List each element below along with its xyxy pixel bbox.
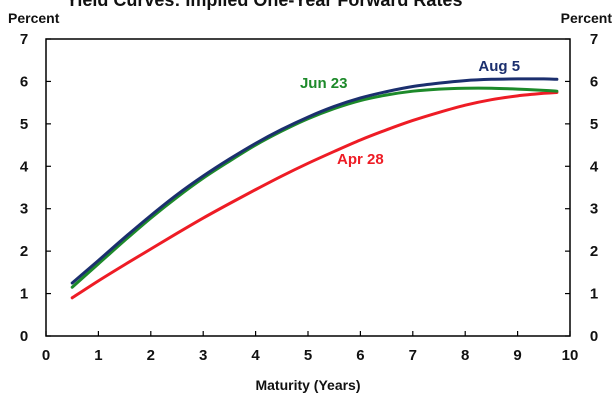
axis-ticks: 0 1 2 3 4 5 6 7 8 9 100 01 12 23 34 45 56 67 7	[20, 31, 599, 364]
y-tick-label-right: 2	[590, 243, 598, 260]
chart-title: Yield Curves: Implied One-Year Forward R…	[66, 0, 462, 10]
y-tick-label-right: 0	[590, 328, 598, 345]
series-line-apr-28	[70, 90, 559, 300]
y-tick-label-right: 6	[590, 73, 598, 90]
series-label-jun-23: Jun 23	[300, 75, 348, 92]
y-tick-label-left: 0	[20, 328, 28, 345]
y-axis-unit-right: Percent	[561, 10, 613, 26]
y-tick-label-left: 7	[20, 31, 28, 48]
y-tick-label-right: 3	[590, 201, 598, 218]
series-label-aug-5: Aug 5	[478, 58, 520, 75]
x-tick-label: 5	[304, 347, 312, 364]
x-axis-title: Maturity (Years)	[255, 377, 360, 393]
y-tick-label-left: 1	[20, 286, 28, 303]
x-tick-label: 4	[251, 347, 260, 364]
x-tick-label: 7	[409, 347, 417, 364]
series-label-apr-28: Apr 28	[337, 151, 384, 168]
x-tick-label: 6	[356, 347, 364, 364]
y-tick-label-left: 3	[20, 201, 28, 218]
series-line-jun-23	[70, 86, 559, 289]
y-tick-label-right: 4	[590, 158, 599, 175]
y-tick-label-right: 7	[590, 31, 598, 48]
y-tick-label-left: 6	[20, 73, 28, 90]
y-tick-label-left: 4	[20, 158, 29, 175]
x-tick-label: 0	[42, 347, 50, 364]
series-labels: Apr 28 Jun 23 Aug 5	[300, 58, 520, 168]
x-tick-label: 10	[562, 347, 579, 364]
y-axis-unit-left: Percent	[8, 10, 60, 26]
y-tick-label-right: 1	[590, 286, 598, 303]
y-tick-label-right: 5	[590, 116, 598, 133]
x-tick-label: 1	[94, 347, 102, 364]
x-tick-label: 3	[199, 347, 207, 364]
x-tick-label: 2	[147, 347, 155, 364]
series-line-aug-5	[70, 77, 559, 285]
x-tick-label: 8	[461, 347, 469, 364]
y-tick-label-left: 2	[20, 243, 28, 260]
x-tick-label: 9	[513, 347, 521, 364]
series-lines	[70, 77, 559, 300]
y-tick-label-left: 5	[20, 116, 28, 133]
